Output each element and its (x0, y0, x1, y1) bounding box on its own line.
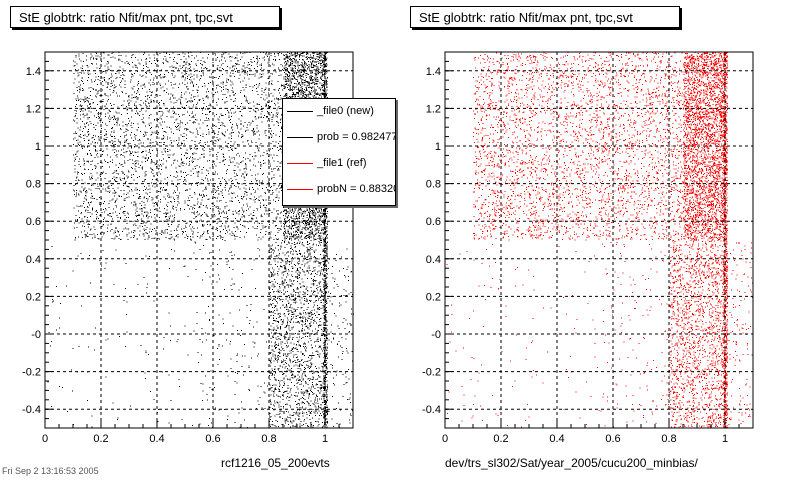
x-tick-label-5: 1 (322, 433, 328, 445)
legend-entry-file0: _file0 (new) (283, 102, 395, 120)
y-tick-label-2: -0 (431, 329, 441, 341)
right-scatter-plot: 0 0.2 0.4 0.6 0.8 1 -0.4 -0.2 -0 0.2 0.4 0.6 0.8 1 1.2… (422, 51, 754, 445)
y-tick-label-5: 0.6 (426, 216, 441, 228)
legend-label-probn: probN = 0.883205 (317, 183, 395, 195)
x-tick-label-4: 0.8 (661, 433, 676, 445)
legend-line-probn (287, 189, 313, 190)
legend-line-file0 (287, 111, 313, 112)
y-tick-label-3: 0.2 (426, 291, 441, 303)
x-tick-label-3: 0.6 (205, 433, 220, 445)
x-tick-label-5: 1 (722, 433, 728, 445)
left-x-axis-label: rcf1216_05_200evts (221, 456, 330, 470)
legend-line-file1 (287, 163, 313, 164)
x-tick-label-1: 0.2 (493, 433, 508, 445)
plot-border (444, 51, 754, 429)
y-tick-label-0: -0.4 (22, 404, 41, 416)
legend-line-prob (287, 137, 313, 138)
legend: _file0 (new) prob = 0.982477 _file1 (ref… (282, 98, 396, 206)
y-tick-label-5: 0.6 (26, 216, 41, 228)
scatter-points-region-1 (269, 239, 326, 429)
legend-entry-file1: _file1 (ref) (283, 154, 395, 172)
y-tick-label-4: 0.4 (26, 254, 41, 266)
left-scatter-plot: 0 0.2 0.4 0.6 0.8 1 -0.4 -0.2 -0 0.2 0.4 0.6 0.8 1 1.2… (22, 51, 354, 445)
y-tick-label-1: -0.2 (22, 367, 41, 379)
y-tick-label-7: 1 (435, 141, 441, 153)
x-tick-label-1: 0.2 (93, 433, 108, 445)
y-tick-label-9: 1.4 (426, 66, 441, 78)
legend-entry-probn: probN = 0.883205 (283, 180, 395, 198)
y-tick-label-0: -0.4 (422, 404, 441, 416)
y-tick-label-3: 0.2 (26, 291, 41, 303)
x-tick-label-0: 0 (42, 433, 48, 445)
left-chart-title: StE globtrk: ratio Nfit/max pnt, tpc,svt (10, 6, 280, 28)
x-tick-label-2: 0.4 (549, 433, 564, 445)
y-tick-label-6: 0.8 (426, 179, 441, 191)
footer-timestamp: Fri Sep 2 13:16:53 2005 (2, 466, 99, 476)
x-tick-label-0: 0 (442, 433, 448, 445)
x-tick-label-4: 0.8 (261, 433, 276, 445)
x-tick-label-2: 0.4 (149, 433, 164, 445)
y-tick-label-8: 1.2 (426, 103, 441, 115)
y-tick-label-8: 1.2 (26, 103, 41, 115)
right-chart-title: StE globtrk: ratio Nfit/max pnt, tpc,svt (410, 6, 680, 28)
y-tick-label-4: 0.4 (426, 254, 441, 266)
scatter-points-region-3 (446, 241, 670, 428)
y-tick-label-2: -0 (31, 329, 41, 341)
plot-border (44, 51, 354, 429)
plot-frame (444, 51, 754, 429)
scatter-points-region-1 (669, 239, 726, 429)
legend-label-file0: _file0 (new) (317, 105, 374, 117)
y-tick-label-7: 1 (35, 141, 41, 153)
y-tick-label-9: 1.4 (26, 66, 41, 78)
x-tick-label-3: 0.6 (605, 433, 620, 445)
right-x-axis-label: dev/trs_sl302/Sat/year_2005/cucu200_minb… (445, 456, 698, 470)
legend-label-file1: _file1 (ref) (317, 157, 367, 169)
y-tick-label-1: -0.2 (422, 367, 441, 379)
legend-label-prob: prob = 0.982477 (317, 131, 396, 143)
legend-entry-prob: prob = 0.982477 (283, 128, 396, 146)
y-tick-label-6: 0.8 (26, 179, 41, 191)
